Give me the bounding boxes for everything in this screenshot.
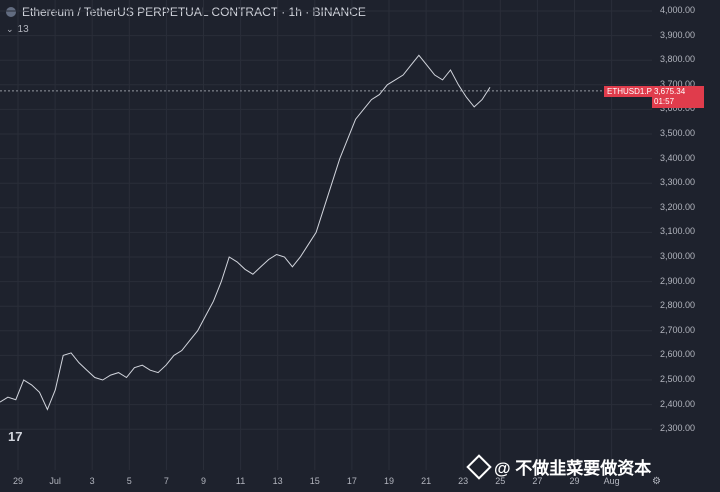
bar-countdown: 01:57 <box>654 97 675 106</box>
tradingview-logo: 17 <box>8 429 23 444</box>
price-tick-label: 3,000.00 <box>660 251 696 261</box>
price-series-line <box>0 54 491 411</box>
gear-icon[interactable]: ⚙ <box>652 476 661 487</box>
time-tick-label: 9 <box>200 476 207 486</box>
price-tick-label: 2,800.00 <box>660 300 696 311</box>
price-tick-label: 3,300.00 <box>660 177 696 188</box>
time-tick-label: 11 <box>235 476 246 486</box>
symbol-icon <box>6 7 16 17</box>
time-tick-label: 29 <box>12 476 24 486</box>
watermark-text: @ 不做韭菜要做资本 <box>494 459 652 478</box>
price-tick-label: 3,100.00 <box>660 226 696 237</box>
time-tick-label: 21 <box>421 476 432 486</box>
price-tick-label: 3,600.00 <box>660 103 696 114</box>
time-tick-label: Jul <box>49 476 61 486</box>
time-tick-label: 23 <box>458 476 469 486</box>
symbol-price-tag: ETHUSD1.P <box>604 86 655 97</box>
time-tick-label: 29 <box>569 476 580 486</box>
indicators-toggle[interactable]: ⌄ 13 <box>6 24 29 35</box>
price-tick-label: 2,900.00 <box>660 275 696 286</box>
chevron-down-icon: ⌄ <box>6 24 14 34</box>
indicator-count: 13 <box>17 24 29 35</box>
price-tick-label: 4,000.00 <box>660 5 696 15</box>
chart-header: Ethereum / TetherUS PERPETUAL CONTRACT ·… <box>6 5 366 19</box>
time-axis[interactable]: 29 Jul 3 5 7 9 11 13 15 17 19 21 23 25 27 29 Aug <box>0 472 720 492</box>
last-price-label: 3,675.34 01:57 <box>652 86 704 108</box>
price-chart[interactable] <box>0 0 652 470</box>
time-tick-label: 19 <box>383 476 395 486</box>
binance-square-icon <box>466 453 492 480</box>
price-tick-label: 2,600.00 <box>660 349 696 360</box>
price-tick-label: 2,300.00 <box>660 423 696 434</box>
time-tick-label: 5 <box>126 476 132 486</box>
price-tick-label: 3,700.00 <box>660 78 696 89</box>
price-tick-label: 3,500.00 <box>660 128 696 138</box>
price-tick-label: 3,900.00 <box>660 29 696 40</box>
time-tick-label: 13 <box>272 476 283 486</box>
time-tick-label: Aug <box>603 476 620 486</box>
last-price-value: 3,675.34 <box>654 87 686 96</box>
time-tick-label: 15 <box>309 476 320 486</box>
price-tick-label: 2,400.00 <box>660 398 696 409</box>
time-tick-label: 17 <box>346 476 357 486</box>
price-tick-label: 3,400.00 <box>660 152 696 163</box>
time-tick-label: 7 <box>163 476 169 486</box>
watermark: @ 不做韭菜要做资本 <box>466 453 652 480</box>
price-tick-label: 2,500.00 <box>660 374 696 384</box>
time-tick-label: 25 <box>495 476 506 486</box>
price-tick-label: 3,800.00 <box>660 54 696 65</box>
time-tick-label: 3 <box>89 476 95 486</box>
price-axis[interactable]: 4,000.00 3,900.00 3,800.00 3,700.00 3,600.00… <box>652 0 720 470</box>
chart-title[interactable]: Ethereum / TetherUS PERPETUAL CONTRACT ·… <box>22 5 366 19</box>
time-tick-label: 27 <box>532 476 543 486</box>
price-tick-label: 2,700.00 <box>660 324 696 335</box>
price-tick-label: 3,200.00 <box>660 201 696 212</box>
